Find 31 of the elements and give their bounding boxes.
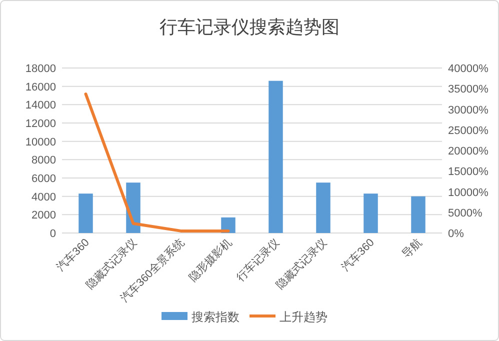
y-tick-label: 12000 <box>25 118 56 130</box>
y-tick-label: 6000 <box>32 173 56 185</box>
bar <box>268 80 283 233</box>
y2-tick-label: 40000% <box>448 63 489 75</box>
y-tick-label: 2000 <box>32 210 56 222</box>
bar <box>364 194 378 233</box>
y2-tick-label: 20000% <box>448 146 489 158</box>
legend-label: 上升趋势 <box>280 310 328 324</box>
y-tick-label: 8000 <box>32 154 56 167</box>
bar <box>411 196 426 233</box>
x-tick-label: 汽车360 <box>339 236 377 274</box>
y-tick-label: 14000 <box>25 100 56 112</box>
y-tick-label: 4000 <box>32 191 56 204</box>
y2-tick-label: 5000% <box>448 207 482 220</box>
chart-title: 行车记录仪搜索趋势图 <box>160 17 340 37</box>
y2-tick-label: 35000% <box>448 84 489 96</box>
y2-tick-label: 15000% <box>448 166 489 178</box>
bar <box>316 182 330 233</box>
y2-tick-label: 25000% <box>448 124 489 137</box>
y-tick-label: 10000 <box>25 136 56 148</box>
y2-tick-label: 10000% <box>448 186 489 199</box>
y-tick-label: 18000 <box>25 63 56 75</box>
bar <box>78 194 93 233</box>
y2-tick-label: 0% <box>448 228 464 240</box>
y2-tick-label: 30000% <box>448 104 489 116</box>
y-tick-label: 16000 <box>25 81 56 94</box>
y-tick-label: 0 <box>50 228 56 240</box>
x-tick-label: 隐形摄影机 <box>186 236 234 284</box>
x-tick-label: 汽车360 <box>54 236 92 274</box>
legend-label: 搜索指数 <box>192 310 240 324</box>
x-tick-label: 导航 <box>400 236 424 261</box>
